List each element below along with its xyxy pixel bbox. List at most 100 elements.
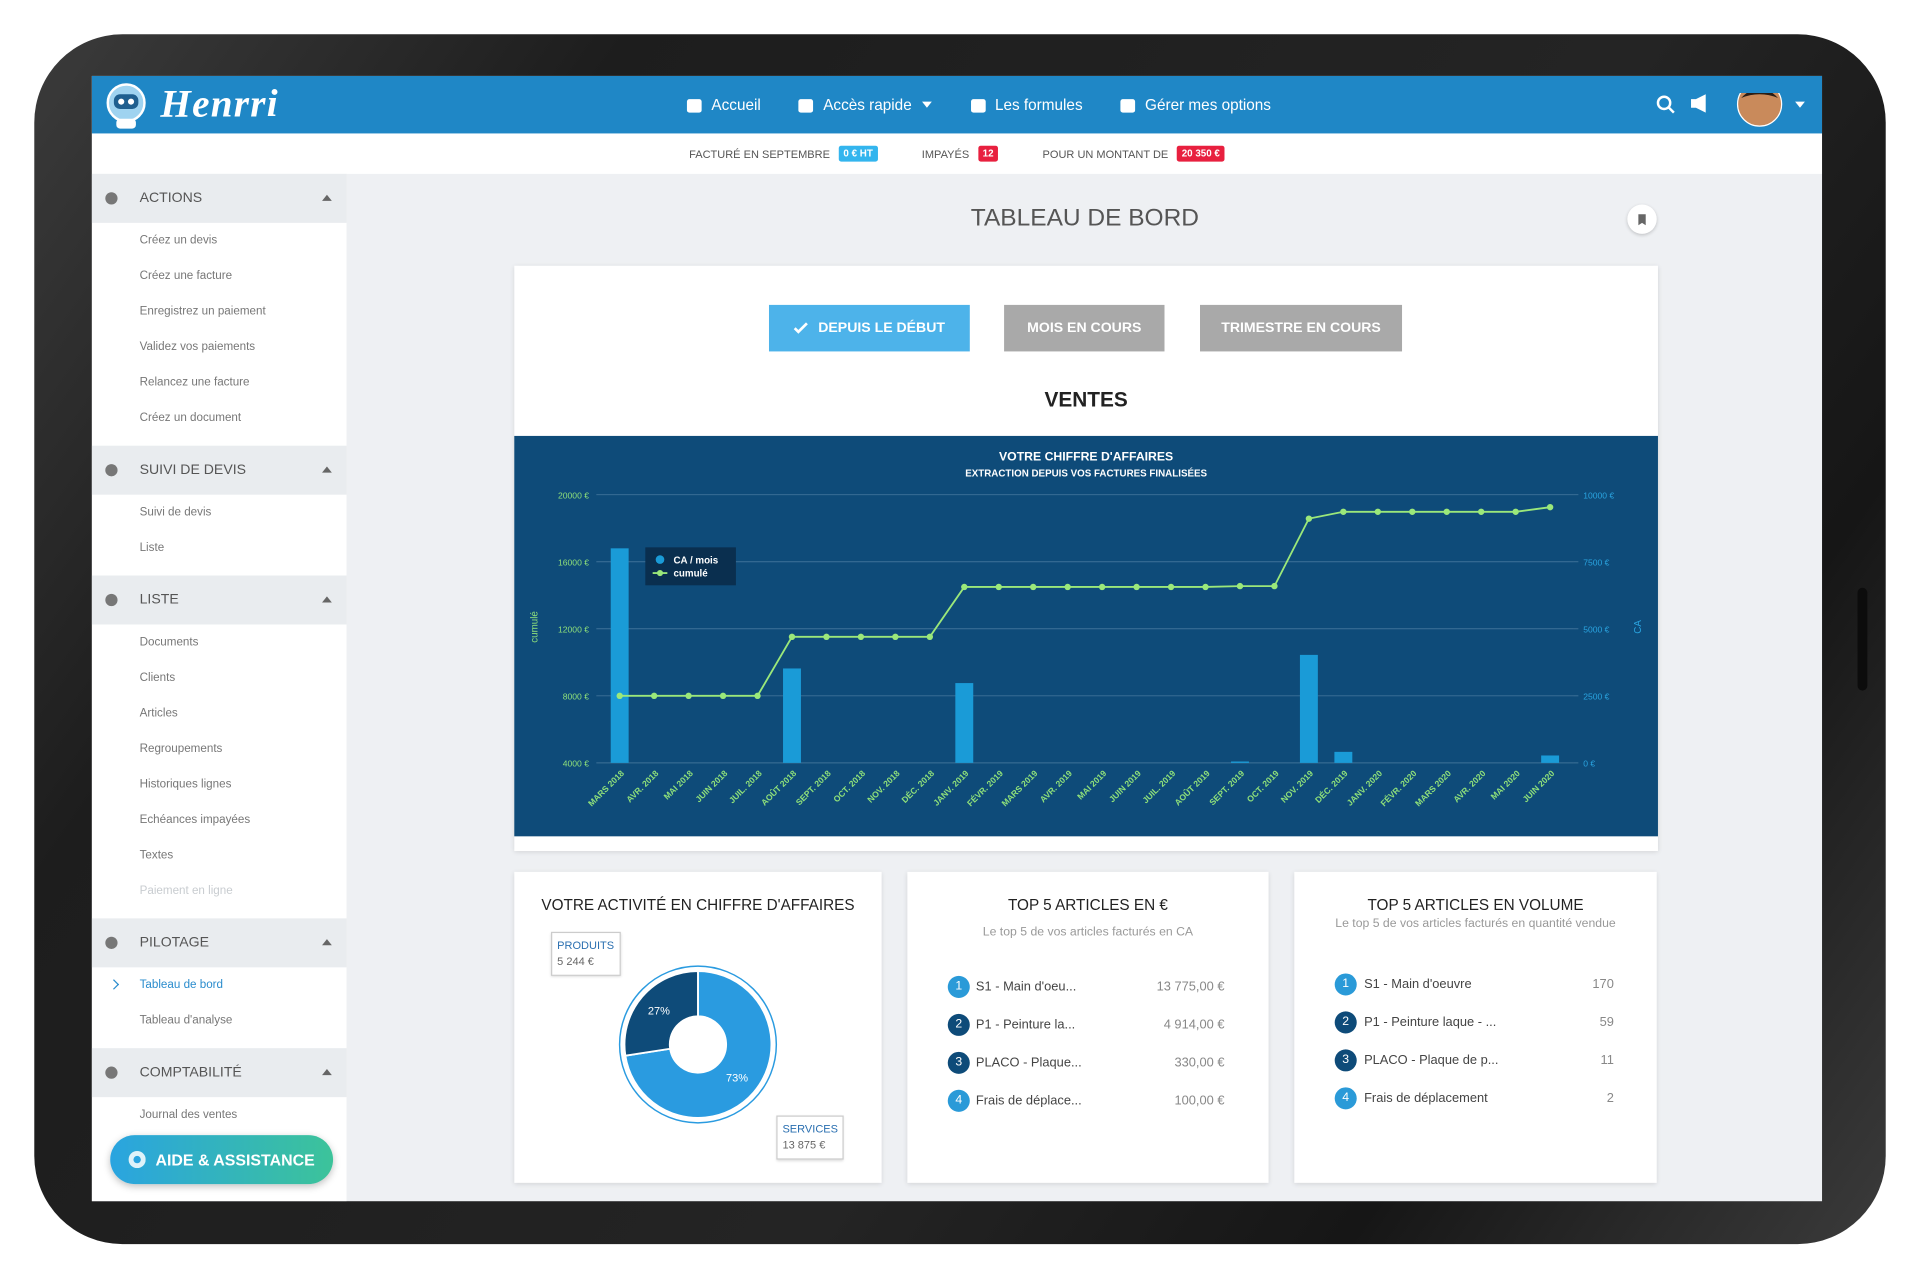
pie-ring (618, 965, 778, 1124)
x-tick-label: SEPT. 2018 (794, 768, 833, 807)
filter-label: TRIMESTRE EN COURS (1221, 320, 1381, 336)
sidebar-link[interactable]: Relancez une facture (139, 375, 250, 390)
filter-button[interactable]: MOIS EN COURS (1004, 304, 1165, 352)
section-title: SUIVI DE DEVIS (139, 462, 247, 478)
status-item: IMPAYÉS 12 (921, 145, 999, 162)
x-tick-label: JUIN 2020 (1520, 768, 1556, 804)
point (685, 692, 692, 700)
sidebar-items: Créez un devis Créez une facture Enregistr… (92, 223, 347, 446)
article-value: 330,00 € (1174, 1055, 1225, 1071)
sidebar-section-header[interactable]: SUIVI DE DEVIS (91, 445, 347, 495)
filter-button[interactable]: TRIMESTRE EN COURS (1200, 304, 1403, 352)
point (1098, 583, 1106, 591)
y-tick-label: 4000 € (563, 759, 589, 769)
line (619, 506, 1551, 697)
chart: VOTRE CHIFFRE D'AFFAIRES EXTRACTION DEPUI… (530, 449, 1644, 808)
sidebar-link[interactable]: Textes (139, 848, 174, 863)
sidebar-section-header[interactable]: LISTE (91, 575, 347, 625)
help-label: AIDE & ASSISTANCE (155, 1150, 315, 1169)
point (1340, 508, 1347, 515)
x-tick-label: SEPT. 2019 (1207, 768, 1246, 807)
sidebar-link[interactable]: Documents (139, 635, 199, 649)
sidebar-link[interactable]: Créez un document (139, 411, 242, 425)
bar (783, 668, 801, 763)
sidebar-link[interactable]: Liste (139, 541, 165, 555)
bookmark-button[interactable] (1627, 204, 1657, 234)
filter-label: MOIS EN COURS (1027, 320, 1142, 336)
legend-swatch (655, 555, 665, 564)
point (1443, 508, 1450, 515)
bar (1299, 654, 1318, 763)
top-ca-card: TOP 5 ARTICLES EN € Le top 5 de vos arti… (907, 871, 1269, 1183)
status-badge: 12 (977, 145, 999, 162)
card-title: TOP 5 ARTICLES EN VOLUME (1367, 896, 1584, 914)
icon-shape (686, 98, 702, 113)
point (616, 692, 623, 700)
point (1064, 583, 1071, 591)
top-volume-card: TOP 5 ARTICLES EN VOLUME Le top 5 de vos… (1294, 871, 1657, 1183)
bar (1231, 761, 1249, 763)
bar (1334, 751, 1353, 763)
sidebar-section-header[interactable]: PILOTAGE (91, 918, 347, 968)
sidebar-link[interactable]: Regroupements (139, 742, 223, 756)
sidebar-items: Documents Clients Articles Regroupements His… (92, 624, 347, 918)
rank-badge: 1 (1334, 973, 1357, 996)
filter-label: DEPUIS LE DÉBUT (818, 320, 946, 336)
list-row: 3 PLACO - Plaque... 330,00 € (907, 1051, 1268, 1075)
nav-link[interactable]: Accès rapide (798, 96, 933, 113)
sidebar-section-header[interactable]: COMPTABILITÉ (91, 1048, 347, 1098)
avatar[interactable] (1736, 93, 1783, 127)
x-tick-label: MARS 2020 (1413, 768, 1453, 808)
sidebar-link[interactable]: Journal des ventes (139, 1108, 238, 1122)
logo[interactable]: Henrri (160, 80, 279, 125)
point (1167, 583, 1175, 591)
sidebar-link[interactable]: Créez une facture (139, 269, 233, 283)
list-row: 1 S1 - Main d'oeu... 13 775,00 € (907, 975, 1268, 999)
y2-tick-label: 2500 € (1583, 691, 1609, 701)
status-item: FACTURÉ EN SEPTEMBRE 0 € HT (689, 145, 878, 162)
filter-button[interactable]: DEPUIS LE DÉBUT (768, 304, 970, 352)
section-title: ACTIONS (139, 191, 203, 206)
point (857, 633, 865, 641)
sidebar-link[interactable]: Validez vos paiements (139, 340, 256, 354)
sidebar-link[interactable]: Tableau de bord (92, 967, 347, 1003)
pie-label-box: SERVICES 13 875 € (776, 1115, 845, 1160)
nav-link[interactable]: Les formules (969, 96, 1083, 113)
section-icon (105, 464, 118, 477)
article-value: 170 (1592, 977, 1614, 992)
help-button[interactable]: AIDE & ASSISTANCE (110, 1135, 334, 1185)
nav-icon (798, 98, 814, 113)
sidebar-link[interactable]: Clients (139, 671, 176, 685)
article-name: P1 - Peinture la... (975, 1017, 1076, 1033)
sidebar-link[interactable]: Echéances impayées (139, 813, 251, 827)
rank-badge: 4 (1334, 1087, 1357, 1110)
x-tick-label: AVR. 2019 (1038, 768, 1074, 804)
sidebar-section-header[interactable]: ACTIONS (91, 173, 347, 223)
rank-badge: 3 (947, 1051, 970, 1074)
status-label: IMPAYÉS (921, 147, 970, 160)
y2-tick-label: 5000 € (1583, 624, 1609, 634)
sidebar-link[interactable]: Tableau d'analyse (139, 1013, 233, 1028)
nav-link[interactable]: Gérer mes options (1119, 96, 1271, 113)
point (1512, 508, 1519, 515)
sidebar-link[interactable]: Historiques lignes (139, 777, 232, 792)
announce-icon[interactable] (1691, 94, 1706, 113)
sidebar-link[interactable]: Créez un devis (139, 233, 218, 248)
article-name: Frais de déplace... (975, 1093, 1082, 1109)
article-name: PLACO - Plaque... (975, 1055, 1082, 1071)
search-icon[interactable] (1656, 95, 1672, 111)
nav-link[interactable]: Accueil (686, 96, 761, 113)
icon-shape (970, 98, 986, 113)
tablet-button (1857, 587, 1868, 691)
sidebar-link[interactable]: Enregistrez un paiement (139, 304, 266, 319)
sidebar-link[interactable]: Paiement en ligne (139, 884, 233, 898)
y2-tick-label: 10000 € (1583, 490, 1614, 500)
x-tick-label: OCT. 2018 (831, 768, 867, 804)
sidebar-link[interactable]: Suivi de devis (139, 505, 212, 520)
nav-tools (1656, 93, 1805, 127)
x-tick-label: NOV. 2018 (865, 768, 902, 805)
pie-category: SERVICES (782, 1122, 838, 1136)
point (1236, 582, 1244, 590)
sidebar-link[interactable]: Articles (139, 706, 178, 721)
